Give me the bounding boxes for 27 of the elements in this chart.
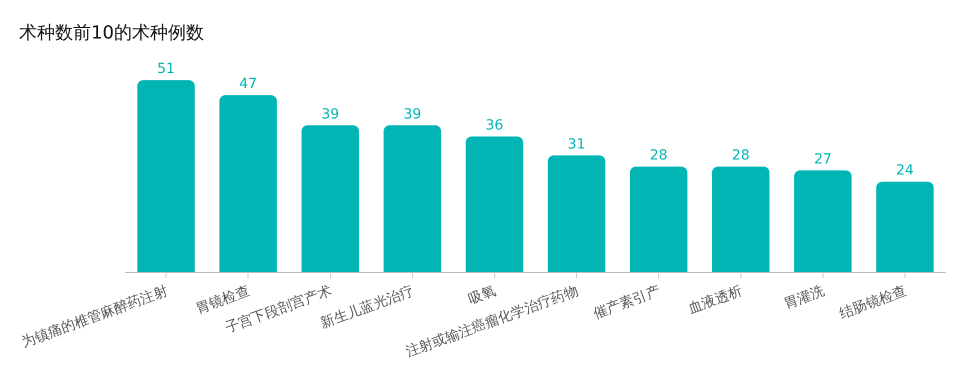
bar [876, 182, 934, 272]
chart-title: 术种数前10的术种例数 [19, 22, 204, 44]
x-tick-label: 结肠镜检查 [837, 283, 909, 322]
x-tick-label: 催产素引产 [591, 283, 662, 322]
x-tick-label: 胃灌洗 [782, 283, 827, 312]
bar [548, 155, 606, 272]
bar [137, 80, 195, 272]
data-label: 51 [157, 61, 175, 78]
data-label: 36 [485, 118, 504, 134]
data-label: 28 [732, 148, 750, 164]
bar [712, 166, 770, 272]
bar [219, 95, 277, 272]
data-label: 31 [568, 136, 586, 152]
data-label: 47 [239, 76, 258, 92]
bar [630, 166, 688, 272]
data-label: 27 [814, 151, 832, 168]
bar [302, 125, 359, 272]
x-tick-label: 吸氧 [466, 283, 498, 308]
data-label: 39 [321, 106, 340, 122]
bar [466, 136, 524, 272]
bar [794, 170, 852, 272]
bar [384, 125, 442, 272]
x-tick-label: 血液透析 [686, 283, 745, 318]
x-tick-label: 为镇痛的椎管麻醉药注射 [20, 283, 170, 351]
data-label: 39 [403, 106, 422, 122]
data-label: 28 [650, 148, 668, 164]
data-label: 24 [896, 162, 914, 179]
